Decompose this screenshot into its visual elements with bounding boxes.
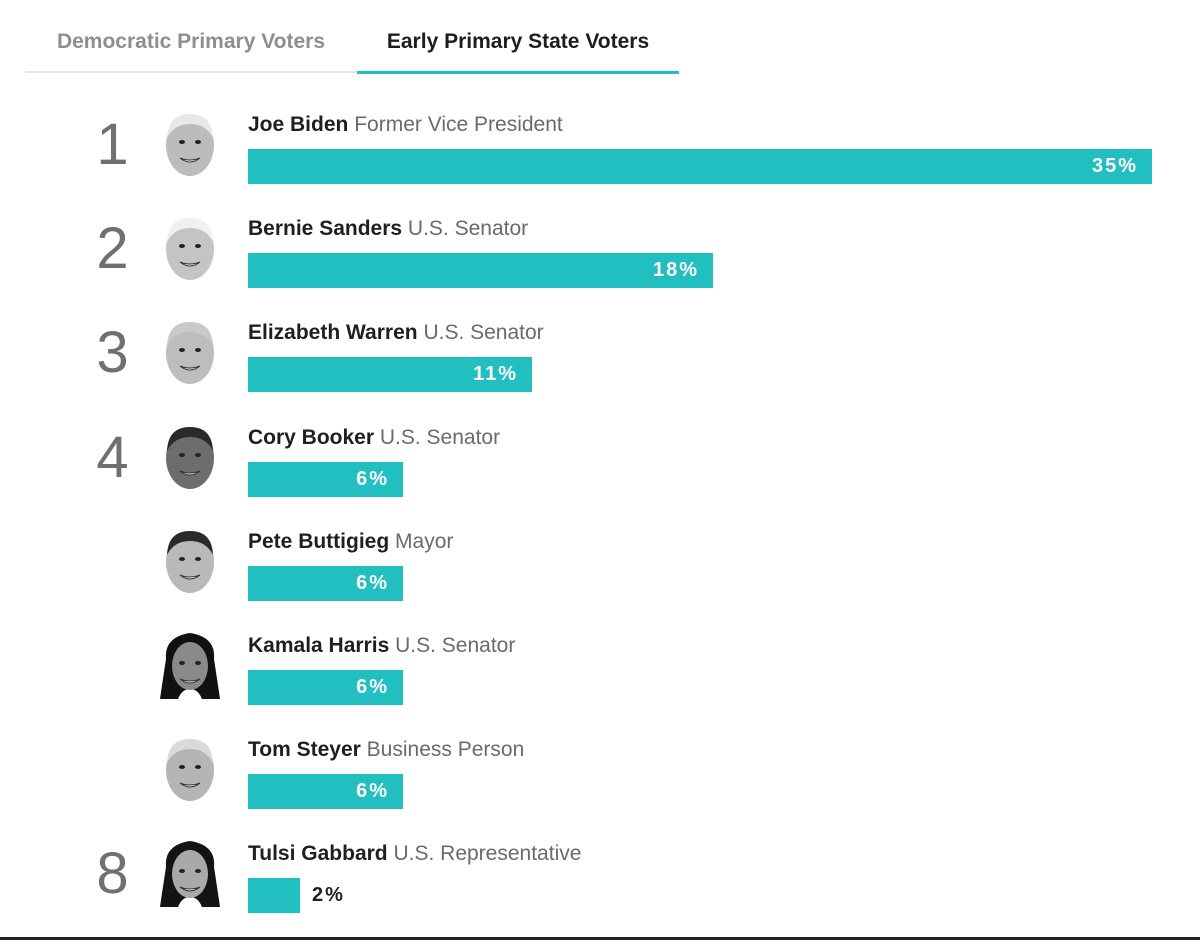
joe-biden-photo	[166, 114, 214, 176]
bernie-sanders-photo	[166, 218, 214, 281]
candidate-row: 8 Tulsi Gabbard U.S. Representative 2%	[0, 833, 1200, 937]
bar	[248, 357, 532, 393]
candidate-label: Pete Buttigieg Mayor	[248, 529, 453, 555]
candidate-name: Bernie Sanders	[248, 217, 403, 241]
bar-value-label: 18%	[652, 259, 699, 282]
candidate-name: Kamala Harris	[248, 633, 390, 657]
cory-booker-photo	[166, 426, 214, 489]
tab-bar-divider	[25, 71, 679, 73]
tab-democratic-primary-voters[interactable]: Democratic Primary Voters	[56, 30, 326, 53]
candidate-title: Former Vice President	[354, 113, 563, 136]
bar	[248, 565, 403, 601]
candidate-row: 2 Bernie Sanders U.S. Senator 18%	[0, 208, 1200, 312]
bar	[248, 774, 403, 810]
candidate-name: Pete Buttigieg	[248, 529, 390, 553]
rank-number: 8	[96, 841, 129, 907]
candidate-title: U.S. Representative	[393, 842, 582, 866]
candidate-title: U.S. Senator	[407, 217, 529, 241]
bar-value-label: 6%	[356, 780, 389, 803]
candidate-row: Tom Steyer Business Person 6%	[0, 729, 1200, 833]
candidate-row: Pete Buttigieg Mayor 6%	[0, 521, 1200, 625]
bar-value-label: 6%	[356, 467, 389, 490]
candidate-row: Kamala Harris U.S. Senator 6%	[0, 625, 1200, 729]
candidate-name: Tom Steyer	[248, 738, 361, 762]
tom-steyer-photo	[166, 739, 214, 802]
candidate-name: Elizabeth Warren	[248, 321, 418, 345]
kamala-harris-photo	[160, 632, 220, 699]
candidate-name: Joe Biden	[248, 113, 349, 136]
rank-number: 2	[96, 216, 129, 282]
bar	[248, 669, 403, 705]
candidate-name: Cory Booker	[248, 425, 375, 449]
bar	[248, 253, 713, 289]
bar-value-label: 6%	[356, 571, 389, 594]
elizabeth-warren-photo	[166, 322, 214, 385]
bar-value-label: 2%	[312, 884, 345, 907]
candidate-row: 4 Cory Booker U.S. Senator 6%	[0, 417, 1200, 521]
bar-value-label: 35%	[1091, 155, 1138, 177]
candidate-title: U.S. Senator	[379, 425, 501, 449]
bar	[248, 461, 403, 497]
candidate-row: 3 Elizabeth Warren U.S. Senator 11%	[0, 312, 1200, 416]
candidate-name: Tulsi Gabbard	[248, 842, 388, 866]
rank-number: 1	[96, 112, 129, 177]
rank-number: 4	[96, 424, 129, 490]
bar-value-label: 6%	[356, 675, 389, 698]
candidate-label: Tom Steyer Business Person	[248, 737, 524, 763]
candidate-label: Bernie Sanders U.S. Senator	[248, 216, 528, 242]
tab-bar: Democratic Primary Voters Early Primary …	[25, 20, 679, 74]
bar-value-label: 11%	[473, 363, 518, 386]
bar	[248, 878, 300, 914]
tulsi-gabbard-photo	[160, 841, 220, 908]
poll-chart: 1 Joe Biden Former Vice President 35% 2 Bern…	[0, 104, 1200, 938]
candidate-title: U.S. Senator	[395, 633, 516, 657]
candidate-label: Joe Biden Former Vice President	[248, 112, 563, 138]
candidate-title: Business Person	[366, 738, 525, 762]
candidate-label: Tulsi Gabbard U.S. Representative	[248, 841, 581, 867]
bar	[248, 149, 1152, 184]
pete-buttigieg-photo	[166, 530, 214, 593]
candidate-label: Kamala Harris U.S. Senator	[248, 633, 515, 659]
candidate-row: 1 Joe Biden Former Vice President 35%	[0, 104, 1200, 208]
candidate-title: Mayor	[395, 529, 454, 553]
bottom-border	[0, 937, 1200, 940]
candidate-label: Cory Booker U.S. Senator	[248, 425, 500, 451]
candidate-label: Elizabeth Warren U.S. Senator	[248, 320, 544, 346]
rank-number: 3	[96, 320, 129, 386]
tab-early-primary-state-voters[interactable]: Early Primary State Voters	[357, 30, 679, 74]
candidate-title: U.S. Senator	[423, 321, 544, 345]
